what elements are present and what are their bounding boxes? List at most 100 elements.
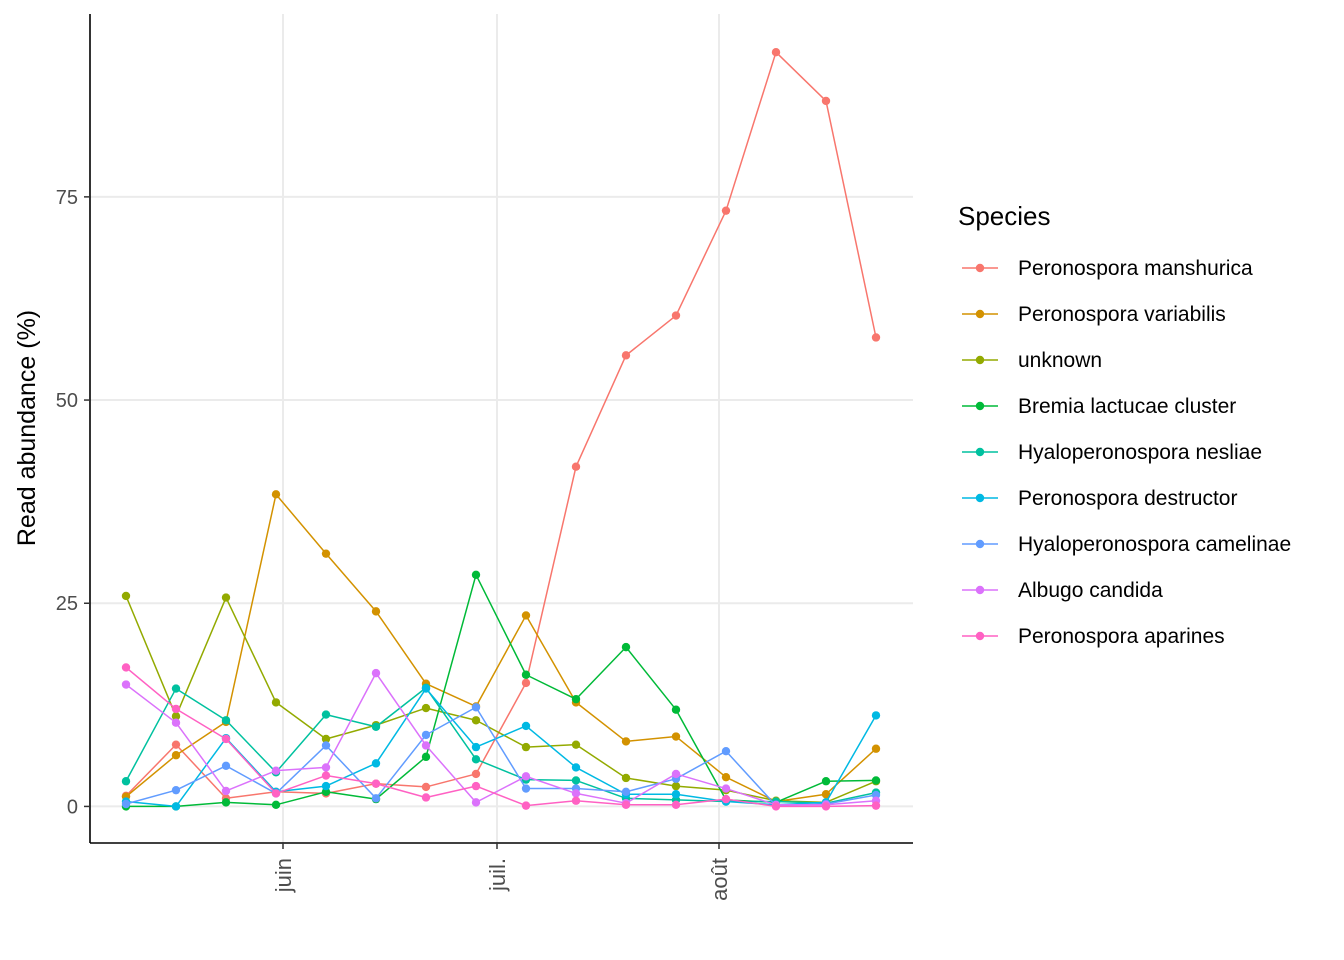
data-point [721, 746, 731, 756]
data-point [371, 668, 381, 678]
data-point [521, 611, 531, 620]
data-point [621, 787, 631, 796]
data-point [321, 549, 331, 558]
data-point [171, 802, 181, 811]
legend-item: Hyaloperonospora camelinae [962, 533, 1291, 556]
data-point [421, 703, 431, 713]
data-point [521, 784, 531, 793]
axes-layer: 0 25 50 75 juin juil. août [56, 14, 913, 901]
data-point [671, 311, 681, 320]
series-layer [121, 47, 881, 811]
legend-key-point [975, 447, 985, 457]
data-point [671, 790, 681, 799]
data-point [321, 771, 331, 780]
legend-title: Species [958, 201, 1051, 231]
data-point [471, 769, 481, 779]
data-point [421, 741, 431, 750]
data-point [721, 794, 731, 804]
data-point [571, 789, 581, 798]
data-point [471, 781, 481, 791]
data-point [171, 740, 181, 749]
data-point [571, 776, 581, 785]
series-line [125, 51, 877, 800]
data-point [171, 712, 181, 721]
data-point [471, 570, 481, 579]
data-point [621, 737, 631, 746]
y-tick-label: 75 [56, 187, 78, 209]
legend-label: Peronospora manshurica [1018, 257, 1253, 280]
data-point [471, 755, 481, 764]
legend-label: Peronospora destructor [1018, 487, 1237, 510]
data-point [821, 802, 831, 811]
legend-key-point [975, 355, 985, 365]
data-point [371, 607, 381, 616]
data-point [121, 777, 131, 786]
legend-item: Peronospora variabilis [962, 303, 1226, 326]
legend-label: Hyaloperonospora nesliae [1018, 441, 1262, 464]
legend-label: Hyaloperonospora camelinae [1018, 533, 1291, 556]
y-tick-label: 0 [67, 796, 78, 818]
data-point [821, 790, 831, 799]
data-point [871, 776, 881, 785]
data-point [721, 206, 731, 215]
data-point [521, 721, 531, 731]
data-point [471, 716, 481, 725]
x-tick-label: juil. [485, 858, 510, 892]
data-point [271, 789, 281, 798]
data-point [521, 772, 531, 781]
data-point [821, 96, 831, 106]
data-point [571, 694, 581, 704]
data-point [121, 680, 131, 689]
data-point [221, 798, 231, 807]
data-point [521, 678, 531, 688]
data-point [571, 763, 581, 772]
legend-key-point [975, 585, 985, 595]
data-point [671, 705, 681, 714]
data-point [721, 784, 731, 793]
legend-item: unknown [962, 349, 1102, 372]
legend-label: Bremia lactucae cluster [1018, 395, 1236, 418]
data-point [571, 462, 581, 471]
legend-key-point [975, 631, 985, 641]
data-point [471, 703, 481, 712]
legend-item: Bremia lactucae cluster [962, 395, 1236, 418]
data-point [621, 351, 631, 360]
legend-label: Peronospora aparines [1018, 625, 1225, 648]
data-point [421, 730, 431, 740]
y-axis-label: Read abundance (%) [13, 310, 41, 546]
data-point [521, 670, 531, 679]
data-point [421, 782, 431, 792]
data-point [321, 781, 331, 791]
series-line [125, 493, 877, 803]
data-point [421, 684, 431, 693]
legend-key-point [975, 493, 985, 503]
data-point [321, 710, 331, 719]
legend: Species Peronospora manshurica Peronospor… [958, 201, 1291, 648]
series-line [125, 666, 877, 808]
legend-item: Peronospora manshurica [962, 257, 1253, 280]
data-point [271, 490, 281, 499]
legend-label: Peronospora variabilis [1018, 303, 1226, 326]
grid-layer [90, 14, 913, 843]
legend-item: Hyaloperonospora nesliae [962, 441, 1262, 464]
series-line [125, 706, 877, 807]
data-point [171, 751, 181, 760]
series-line [125, 672, 877, 806]
data-point [371, 779, 381, 788]
data-point [621, 800, 631, 810]
data-point [771, 802, 781, 811]
data-point [571, 740, 581, 749]
data-point [171, 684, 181, 693]
data-point [671, 800, 681, 810]
legend-label: unknown [1018, 349, 1102, 372]
data-point [121, 591, 131, 601]
data-point [671, 769, 681, 779]
legend-key-point [975, 309, 985, 319]
data-point [621, 773, 631, 783]
y-tick-label: 25 [56, 593, 78, 615]
data-point [821, 777, 831, 786]
legend-label: Albugo candida [1018, 579, 1163, 602]
legend-key-point [975, 401, 985, 411]
data-point [571, 796, 581, 805]
data-point [871, 801, 881, 810]
